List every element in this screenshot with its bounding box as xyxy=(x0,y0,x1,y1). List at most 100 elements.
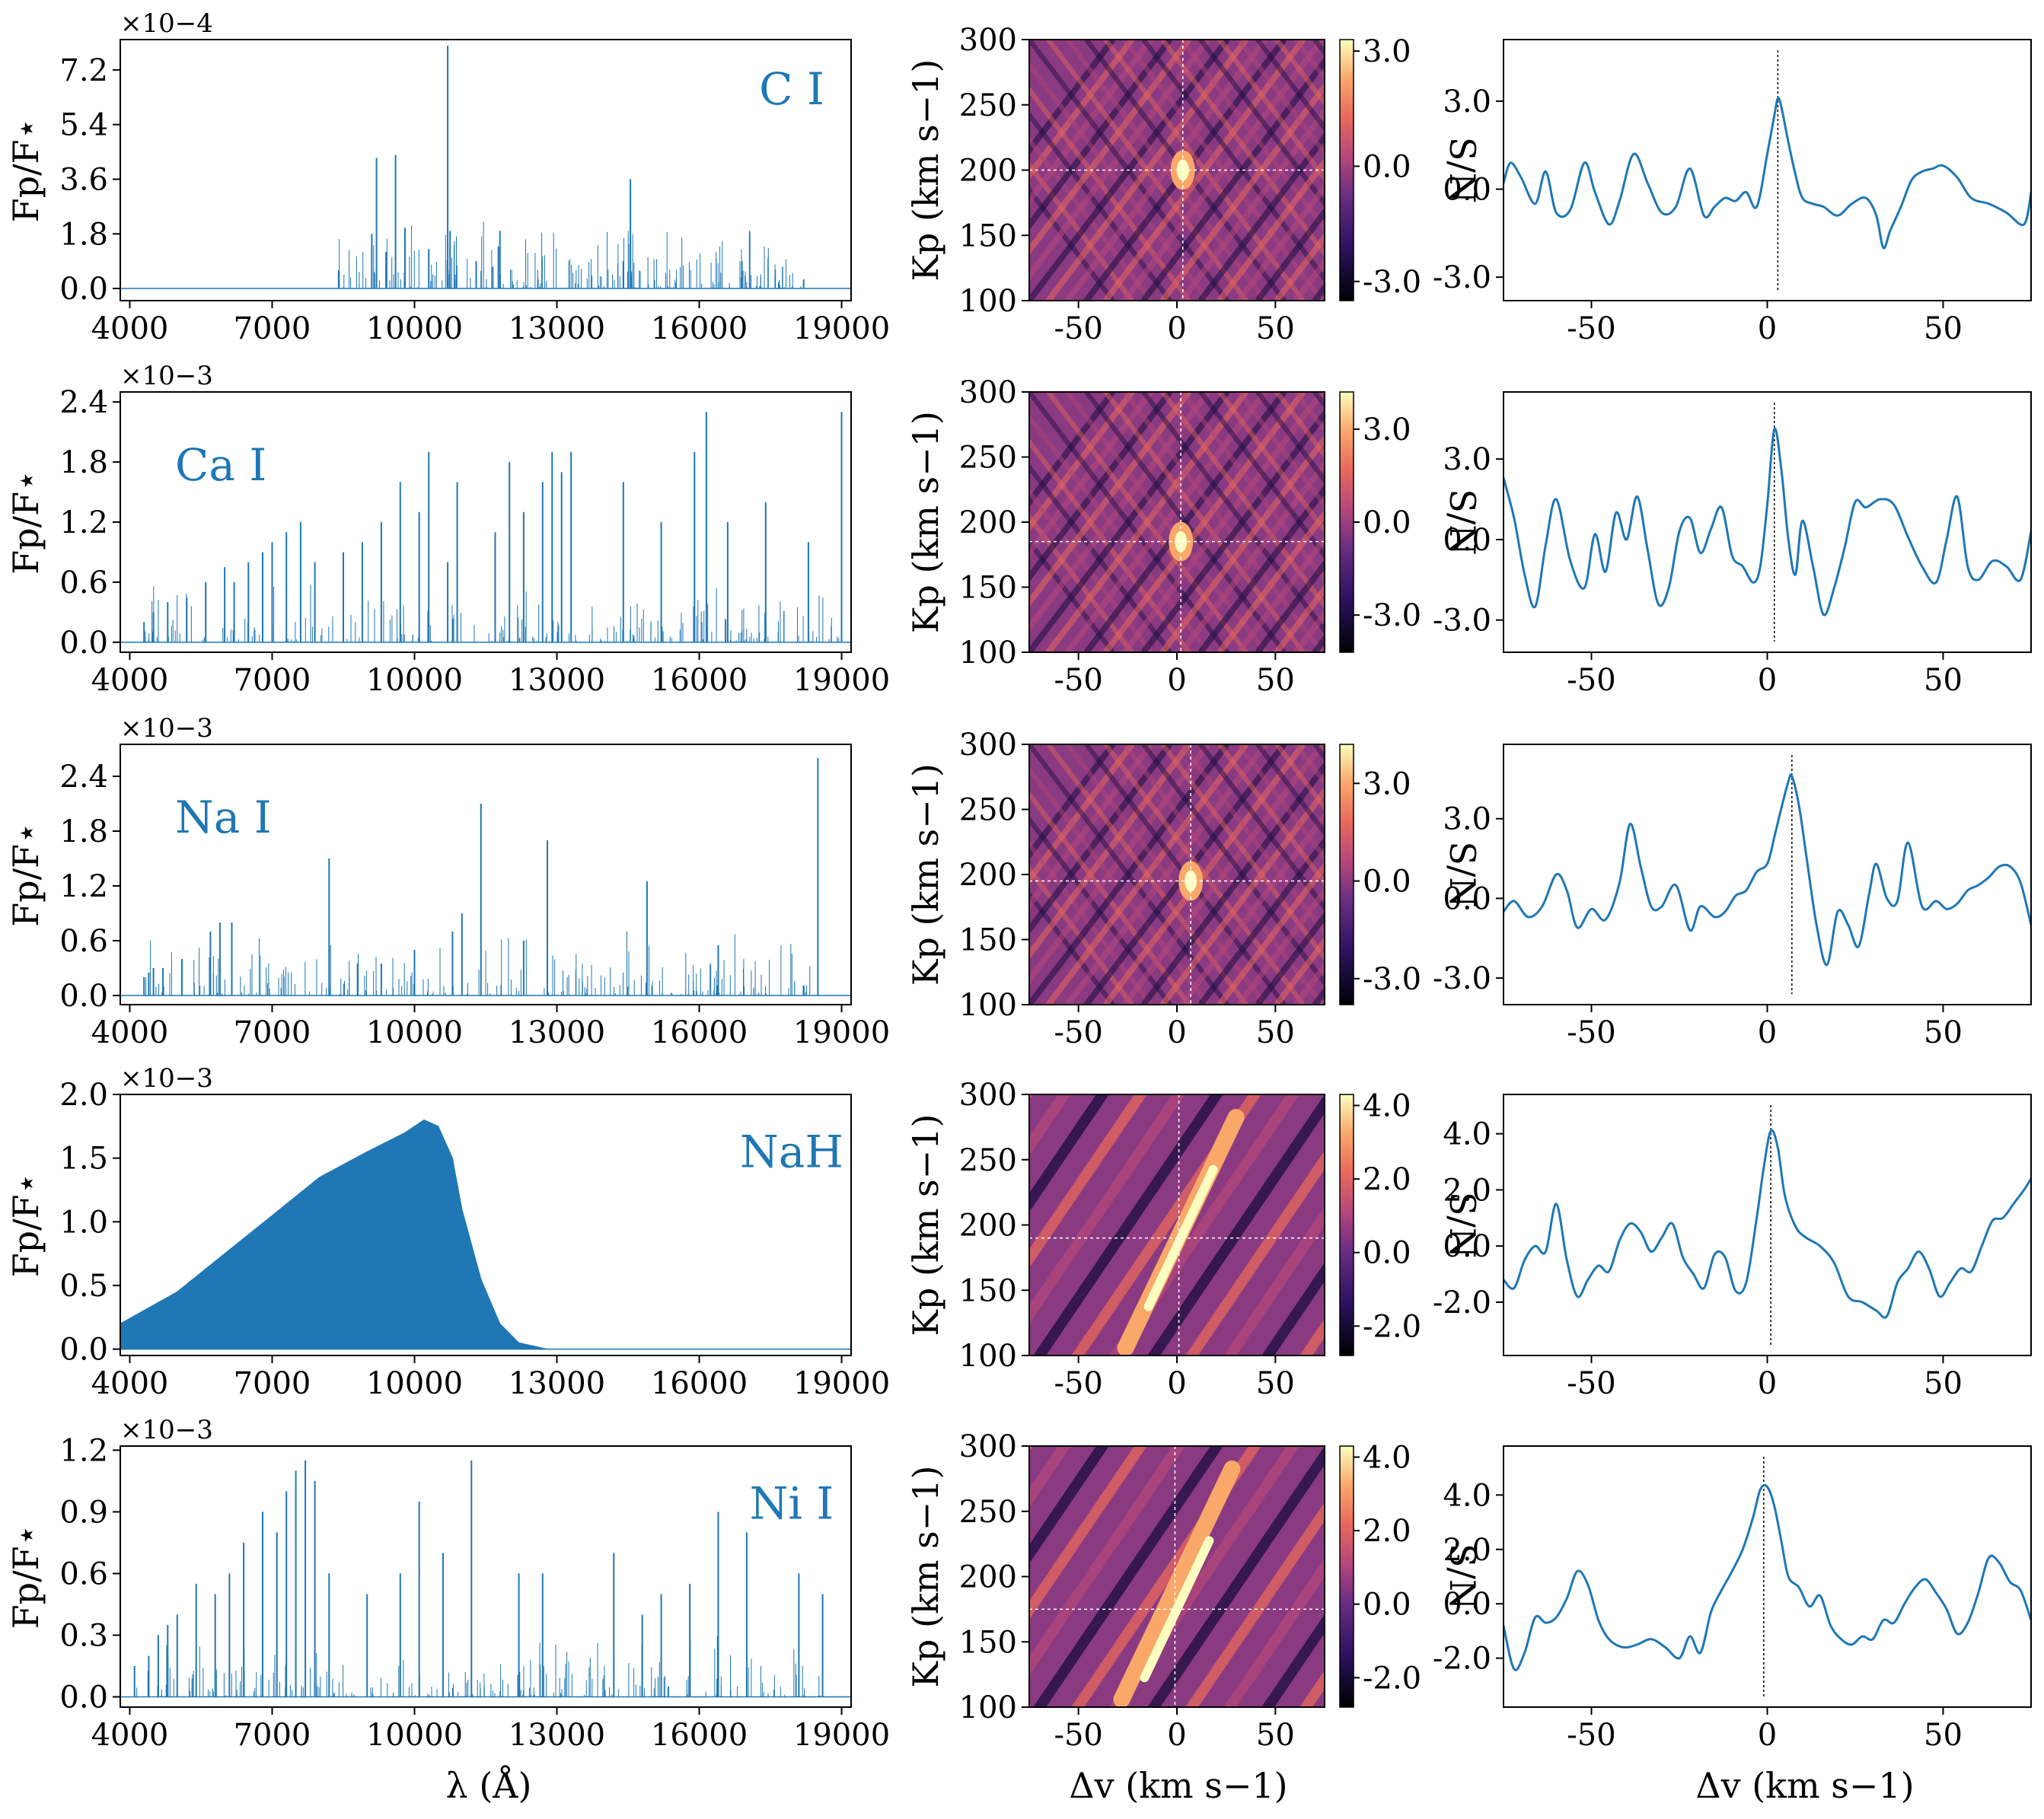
kp-map-stripe xyxy=(1185,1502,1325,1707)
ccf-panel: -50 0 50 -3.0 0.0 3.0 xyxy=(1433,391,2032,698)
kp-map-stripe xyxy=(1102,40,1306,301)
kp-map-y-tick-label: 200 xyxy=(959,1209,1017,1244)
spectrum-y-tick-label: 1.8 xyxy=(59,217,108,252)
kp-map-y-tick-label: 250 xyxy=(959,793,1017,828)
spectrum-x-tick-label: 7000 xyxy=(234,1366,311,1401)
kp-map-x-tick-label: -50 xyxy=(1054,663,1102,698)
spectrum-y-tick-label: 3.6 xyxy=(59,162,108,197)
spectrum-x-tick-label: 10000 xyxy=(366,663,463,698)
ccf-x-tick-label: 0 xyxy=(1758,1718,1777,1753)
kp-map-stripe xyxy=(1217,744,1325,887)
kp-map-stripe xyxy=(1140,409,1325,652)
spectrum-y-tick-label: 1.8 xyxy=(59,814,108,849)
kp-map-stripe xyxy=(1198,744,1325,912)
kp-map-plot-area xyxy=(1029,1094,1325,1355)
kp-map-stripe xyxy=(1159,434,1325,652)
kp-map-y-tick-label: 200 xyxy=(959,858,1017,893)
kp-map-stripe xyxy=(1029,1094,1109,1212)
kp-map-y-tick-label: 150 xyxy=(959,923,1017,958)
kp-map-x-tick-label: -50 xyxy=(1054,311,1102,346)
kp-map-y-tick-label: 250 xyxy=(959,1495,1017,1530)
spectrum-y-axis-label: Fp/F⋆ xyxy=(5,470,46,575)
spectrum-panel: 4000 7000 10000 13000 16000 19000 0.0 1.8 3.6 5.4… xyxy=(5,8,890,346)
spectrum-y-tick-label: 1.2 xyxy=(59,869,108,904)
species-label: NaH xyxy=(740,1126,843,1177)
ccf-frame xyxy=(1503,39,2032,301)
spectrum-y-tick-label: 1.8 xyxy=(59,445,108,480)
kp-map-stripe xyxy=(1217,861,1325,1005)
kp-map-stripe xyxy=(1178,459,1325,652)
spectrum-y-tick-label: 2.4 xyxy=(59,760,108,795)
spectrum-y-tick-label: 1.5 xyxy=(59,1142,108,1177)
spectrum-frame xyxy=(120,1445,852,1708)
ccf-line xyxy=(1504,1129,2031,1319)
species-label: Na I xyxy=(175,792,272,843)
spectrum-x-tick-label: 7000 xyxy=(234,1015,311,1050)
colorbar-label: S/N xyxy=(1442,1192,1483,1258)
kp-map-stripe xyxy=(1236,534,1325,652)
colorbar-tick-label: 0.0 xyxy=(1363,865,1411,900)
kp-map-panel: -50 0 50 100 150 200 250 300 Kp (km s−1) -2.0 0.0 2… xyxy=(905,1078,1483,1401)
kp-map-stripe xyxy=(1029,392,1211,632)
ccf-panel: -50 0 50 -2.0 0.0 2.0 4.0 xyxy=(1433,1445,2032,1753)
kp-map-stripe xyxy=(1185,1150,1325,1355)
kp-map-stripe xyxy=(1274,232,1325,301)
spectrum-x-tick-label: 7000 xyxy=(234,1718,311,1753)
colorbar-label: S/N xyxy=(1442,841,1483,907)
kp-map-y-tick-label: 150 xyxy=(959,1625,1017,1660)
species-label: Ni I xyxy=(750,1477,834,1529)
spectrum-x-tick-label: 7000 xyxy=(234,311,311,346)
kp-map-stripe xyxy=(1064,392,1268,652)
kp-map-stripe xyxy=(1029,744,1211,985)
kp-map-stripe xyxy=(1121,40,1325,301)
kp-map-stripe xyxy=(1274,40,1325,107)
spectrum-panel: 4000 7000 10000 13000 16000 19000 0.0 0.3 0.6 0.9… xyxy=(5,1415,890,1753)
spectrum-multiplier: ×10−3 xyxy=(120,1063,213,1094)
kp-map-stripe xyxy=(1255,744,1325,837)
kp-map-stripe xyxy=(1029,40,1173,231)
kp-map-stripe xyxy=(1236,182,1325,301)
ccf-y-tick-label: -3.0 xyxy=(1433,260,1491,295)
ccf-y-tick-label: 0.0 xyxy=(1443,173,1491,208)
ccf-plot-area xyxy=(1504,50,2031,290)
spectrum-panel: 4000 7000 10000 13000 16000 19000 0.0 0.6 1.2 1.8… xyxy=(5,361,890,698)
spectrum-y-tick-label: 2.4 xyxy=(59,385,108,420)
kp-map-x-tick-label: 0 xyxy=(1167,1718,1186,1753)
kp-map-stripe xyxy=(1147,1094,1325,1355)
kp-map-y-tick-label: 100 xyxy=(959,988,1017,1023)
kp-map-stripe xyxy=(1029,1446,1109,1564)
kp-map-stripe xyxy=(1410,1431,1608,1722)
ccf-panel: -50 0 50 -3.0 0.0 3.0 xyxy=(1433,744,2032,1050)
colorbar-label: S/N xyxy=(1442,137,1483,203)
spectrum-frame xyxy=(120,39,852,301)
spectrum-y-axis-label: Fp/F⋆ xyxy=(5,822,46,927)
spectrum-x-tick-label: 10000 xyxy=(366,1366,463,1401)
kp-map-y-tick-label: 250 xyxy=(959,88,1017,123)
kp-map-y-tick-label: 250 xyxy=(959,1143,1017,1178)
colorbar-tick-label: 0.0 xyxy=(1363,1236,1411,1271)
kp-map-stripe xyxy=(1029,1094,1185,1324)
ccf-line xyxy=(1504,773,2031,967)
kp-map-stripe xyxy=(1029,392,1116,508)
spectrum-x-tick-label: 10000 xyxy=(366,1015,463,1050)
ccf-y-tick-label: 4.0 xyxy=(1443,1117,1491,1152)
ccf-y-tick-label: 3.0 xyxy=(1443,802,1491,837)
ccf-x-tick-label: 0 xyxy=(1758,663,1777,698)
kp-map-stripe xyxy=(1274,744,1325,812)
kp-map-x-tick-label: 0 xyxy=(1167,1015,1186,1050)
ccf-line xyxy=(1504,427,2031,616)
kp-map-stripe xyxy=(1045,744,1249,1005)
ccf-x-tick-label: 0 xyxy=(1758,1366,1777,1401)
spectrum-plot-area xyxy=(120,1460,851,1698)
ccf-x-tick-label: -50 xyxy=(1567,663,1615,698)
ccf-plot-area xyxy=(1504,403,2031,642)
kp-map-x-tick-label: 0 xyxy=(1167,311,1186,346)
spectrum-plot-area xyxy=(120,412,851,643)
colorbar-tick-label: 3.0 xyxy=(1363,413,1411,448)
ccf-x-tick-label: 50 xyxy=(1924,1015,1963,1050)
spectrum-x-tick-label: 16000 xyxy=(651,1718,748,1753)
kp-map-stripe xyxy=(1236,40,1325,158)
ccf-plot-area xyxy=(1504,755,2031,994)
spectrum-x-tick-label: 10000 xyxy=(366,311,463,346)
